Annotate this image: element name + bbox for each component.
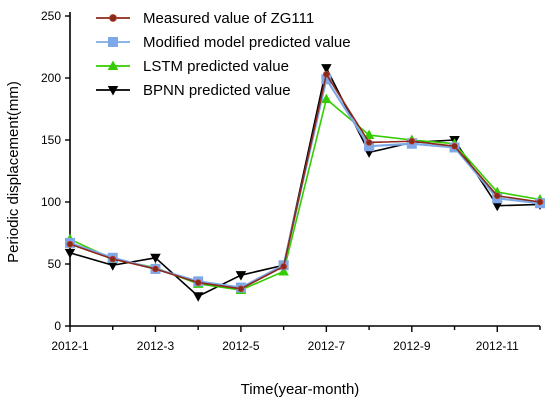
data-point [363, 129, 375, 140]
y-tick-label: 50 [48, 257, 62, 271]
legend-marker [109, 14, 117, 22]
data-point [365, 139, 373, 146]
data-point [235, 271, 247, 281]
legend-label: Modified model predicted value [143, 34, 351, 51]
x-tick-label: 2012-3 [137, 339, 175, 353]
legend-entry-4: BPNN predicted value [96, 82, 291, 99]
legend-marker [107, 60, 119, 70]
y-tick-label: 200 [41, 71, 61, 85]
legend-entry-2: Modified model predicted value [96, 34, 351, 51]
y-tick-label: 150 [41, 133, 61, 147]
data-point [237, 285, 245, 293]
legend-marker [107, 86, 119, 96]
series-1 [66, 70, 544, 293]
data-point [321, 93, 332, 104]
series-line [69, 73, 541, 290]
data-point [109, 255, 117, 263]
data-point [493, 192, 501, 200]
data-point [321, 64, 332, 74]
data-point [64, 248, 76, 259]
data-point [364, 141, 375, 152]
data-point [192, 292, 204, 302]
x-tick-label: 2012-11 [476, 339, 519, 353]
y-tick-label: 250 [41, 9, 61, 23]
legend-label: LSTM predicted value [143, 58, 289, 75]
legend-marker [108, 37, 118, 47]
data-point [280, 263, 287, 270]
data-point [107, 261, 118, 271]
x-tick-label: 2012-1 [51, 339, 89, 353]
data-point [321, 74, 332, 85]
data-point [536, 198, 544, 206]
series-layer [64, 64, 546, 302]
data-point [150, 253, 161, 264]
x-tick-label: 2012-9 [393, 339, 431, 353]
x-tick-label: 2012-7 [308, 339, 346, 353]
y-axis-title: Periodic displacement(mm) [5, 81, 22, 263]
legend-entry-3: LSTM predicted value [96, 58, 289, 75]
legend-label: Measured value of ZG111 [143, 10, 314, 27]
x-tick-label: 2012-5 [222, 339, 260, 353]
legend-label: BPNN predicted value [143, 82, 291, 99]
data-point [492, 201, 503, 212]
y-tick-label: 100 [41, 195, 61, 209]
data-point [408, 137, 416, 145]
data-point [451, 142, 458, 150]
x-axis-title: Time(year-month) [241, 381, 360, 398]
data-point [66, 240, 74, 248]
legend: Measured value of ZG111 Modified model pr… [96, 10, 351, 99]
y-tick-label: 0 [54, 319, 61, 333]
data-point [323, 70, 330, 78]
series-line [69, 98, 541, 291]
axes: 0 50 100 150 200 250 2012-1 2012-3 2012-5 2012-7 2… [41, 9, 541, 353]
data-point [278, 265, 289, 276]
legend-entry-1: Measured value of ZG111 [96, 10, 314, 27]
data-point [194, 279, 202, 286]
data-point [152, 265, 159, 273]
